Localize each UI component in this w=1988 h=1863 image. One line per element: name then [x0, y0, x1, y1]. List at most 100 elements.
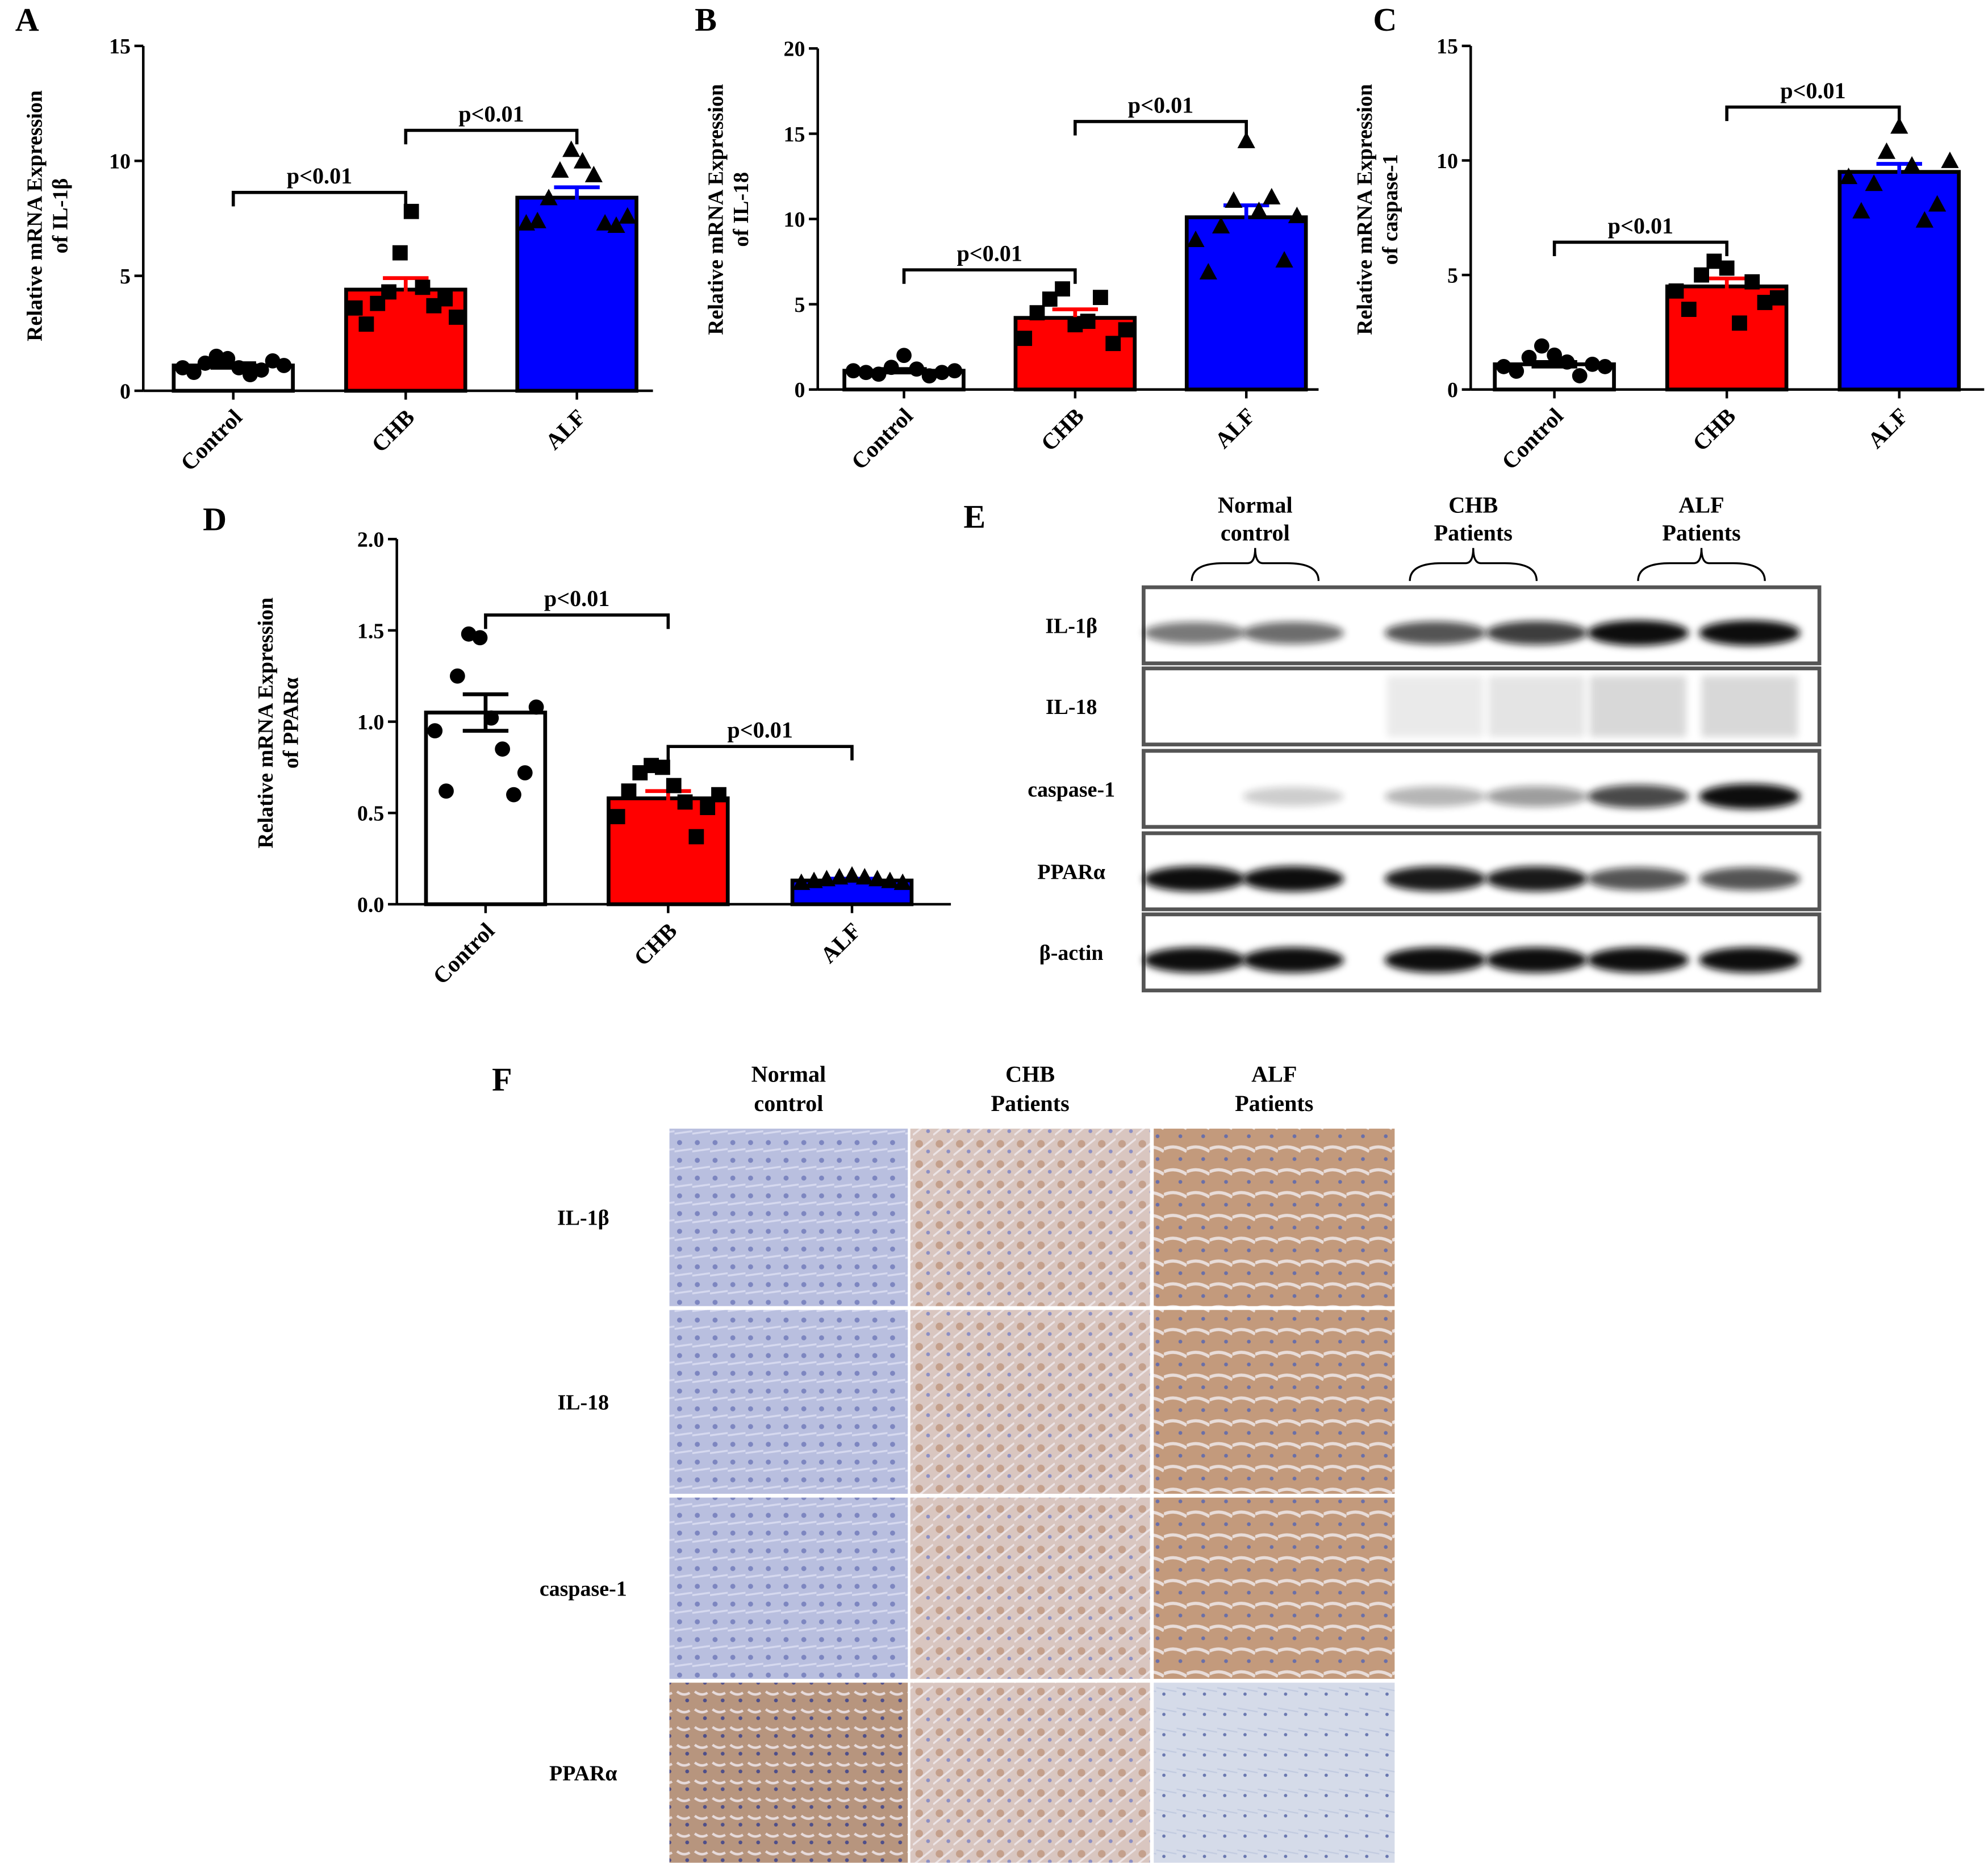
- data-point: [1055, 281, 1070, 297]
- y-tick-label: 15: [783, 123, 805, 147]
- group-label: Patients: [1235, 1091, 1313, 1116]
- significance-bracket: [1074, 120, 1248, 136]
- data-point: [220, 350, 236, 366]
- x-tick-label: ALF: [1210, 403, 1260, 453]
- data-point: [1915, 211, 1933, 228]
- data-point: [1225, 191, 1243, 208]
- significance-bracket: [404, 128, 579, 145]
- group-brace: [1409, 548, 1538, 581]
- blot-row-label: β-actin: [1039, 941, 1104, 965]
- data-point: [619, 207, 637, 224]
- ihc-image: [669, 1497, 908, 1679]
- panel-label: E: [963, 498, 985, 535]
- data-point: [1534, 338, 1550, 354]
- ihc-row-label: IL-18: [557, 1391, 609, 1415]
- data-point: [584, 165, 603, 182]
- data-point: [427, 723, 443, 739]
- data-point: [1093, 290, 1108, 306]
- data-point: [1118, 322, 1134, 338]
- x-tick-label: CHB: [629, 918, 682, 971]
- data-point: [871, 366, 887, 382]
- significance-bracket: [484, 613, 670, 629]
- y-axis-label: of caspase-1: [1379, 154, 1402, 265]
- panel-label: A: [15, 1, 39, 38]
- data-point: [449, 310, 464, 325]
- panel-label: C: [1373, 1, 1397, 38]
- data-point: [1839, 168, 1858, 185]
- data-point: [677, 794, 693, 810]
- data-point: [1903, 156, 1921, 173]
- data-point: [883, 360, 899, 375]
- data-point: [1521, 349, 1537, 365]
- y-tick-label: 0: [120, 379, 131, 403]
- blot-frame: [1142, 749, 1822, 829]
- data-point: [1732, 315, 1747, 331]
- blot-row-label: PPARα: [1037, 860, 1105, 884]
- blot-band: [1699, 783, 1801, 809]
- data-point: [347, 300, 363, 316]
- data-point: [621, 783, 637, 799]
- data-point: [392, 245, 408, 261]
- error-bar: [383, 276, 429, 303]
- blot-band: [1587, 947, 1689, 973]
- group-label: Normal: [751, 1062, 826, 1087]
- blot-smear: [1701, 676, 1798, 737]
- group-label: control: [1221, 520, 1290, 545]
- panel-label: D: [203, 501, 227, 538]
- data-point: [1877, 142, 1896, 159]
- y-axis-label: of PPARα: [279, 678, 303, 769]
- data-point: [517, 765, 533, 780]
- data-point: [934, 365, 950, 381]
- y-tick-label: 10: [109, 150, 131, 174]
- chart: B Relative mRNA Expression of IL-18 0 5 10 15 2…: [695, 1, 1319, 474]
- data-point: [1263, 187, 1281, 204]
- x-tick-label: CHB: [1036, 403, 1089, 456]
- ihc-image: [1154, 1682, 1395, 1863]
- blot-smear: [1386, 676, 1484, 737]
- bar: [1184, 215, 1308, 392]
- ihc-image: [1154, 1310, 1395, 1494]
- data-point: [186, 365, 202, 381]
- data-point: [881, 871, 899, 888]
- data-point: [666, 778, 682, 793]
- data-point: [893, 873, 912, 890]
- data-point: [1572, 368, 1588, 383]
- significance-bracket: [231, 191, 408, 207]
- blot-band: [1143, 947, 1245, 973]
- y-tick-label: 15: [109, 35, 131, 59]
- data-point: [947, 363, 963, 379]
- data-point: [1890, 117, 1908, 134]
- bar: [424, 711, 548, 907]
- blot-band: [1242, 866, 1344, 892]
- group-label: CHB: [1005, 1062, 1055, 1087]
- data-point: [1559, 354, 1575, 370]
- error-bar: [1704, 276, 1750, 296]
- data-point: [792, 873, 811, 890]
- blot-band: [1384, 786, 1486, 807]
- blot-band: [1384, 947, 1486, 973]
- significance-label: p<0.01: [1780, 78, 1846, 103]
- panel-label: B: [695, 1, 717, 38]
- data-point: [688, 829, 704, 845]
- data-point: [1585, 357, 1600, 372]
- x-tick-label: Control: [846, 403, 918, 474]
- blot-band: [1587, 620, 1689, 646]
- data-point: [1187, 230, 1205, 247]
- y-tick-label: 0.0: [357, 893, 384, 917]
- data-point: [197, 356, 213, 371]
- y-tick-label: 1.5: [357, 619, 384, 643]
- data-point: [449, 668, 465, 684]
- data-point: [1865, 174, 1883, 191]
- group-brace: [1191, 548, 1320, 581]
- group-label: control: [754, 1091, 823, 1116]
- group-label: Normal: [1218, 492, 1293, 517]
- data-point: [381, 284, 396, 300]
- blot-band: [1587, 867, 1689, 891]
- y-tick-label: 2.0: [357, 528, 384, 552]
- y-axis-label: Relative mRNA Expression: [23, 90, 47, 341]
- x-tick-label: ALF: [540, 404, 591, 455]
- data-point: [596, 214, 614, 231]
- data-point: [437, 291, 453, 307]
- y-tick-label: 5: [794, 293, 805, 317]
- data-point: [1681, 302, 1697, 318]
